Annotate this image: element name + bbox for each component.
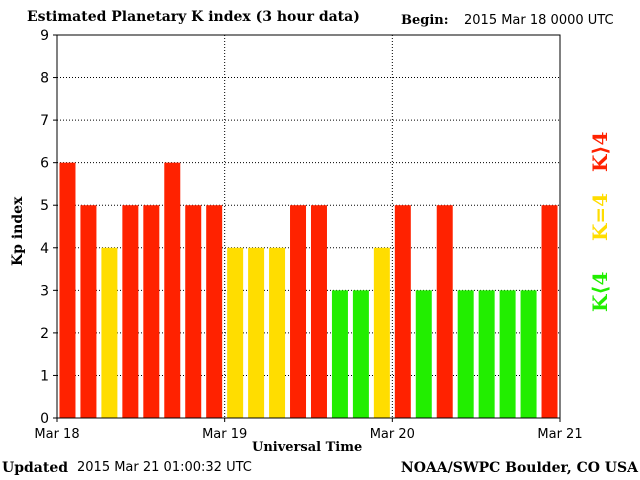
kp-bar: [290, 205, 307, 418]
updated-label: Updated: [2, 460, 69, 476]
bars: [59, 162, 558, 418]
kp-bar: [59, 162, 76, 418]
legend-high: K⟩4: [588, 131, 612, 172]
kp-bar: [80, 205, 97, 418]
plot-frame: [56, 34, 561, 419]
legend-equal: K=4: [588, 192, 612, 241]
x-tick-label: Mar 19: [202, 427, 247, 442]
source-credit: NOAA/SWPC Boulder, CO USA: [400, 460, 638, 476]
begin-value: 2015 Mar 18 0000 UTC: [464, 13, 614, 28]
y-tick-label: 6: [40, 156, 49, 172]
y-tick-label: 1: [40, 368, 49, 384]
kp-bar: [206, 205, 223, 418]
y-tick-label: 2: [40, 326, 49, 342]
x-tick-label: Mar 20: [370, 427, 415, 442]
y-tick-label: 9: [40, 28, 49, 44]
y-tick-label: 4: [40, 241, 49, 257]
kp-bar: [499, 290, 516, 418]
axes: 0 1 2 3 4 5 6 7 8 9 Mar 18 Mar 19 Mar 20 Mar 21: [34, 28, 582, 442]
kp-bar: [373, 247, 390, 418]
updated-value: 2015 Mar 21 01:00:32 UTC: [77, 460, 252, 475]
kp-bar: [164, 162, 181, 418]
kp-bar: [436, 205, 453, 418]
kp-bar: [248, 247, 265, 418]
kp-bar: [122, 205, 139, 418]
kp-bar: [331, 290, 348, 418]
x-tick-label: Mar 18: [34, 427, 79, 442]
x-tick-label: Mar 21: [537, 427, 582, 442]
kp-bar: [520, 290, 537, 418]
kp-bar: [457, 290, 474, 418]
kp-bar: [185, 205, 202, 418]
chart-title: Estimated Planetary K index (3 hour data…: [27, 9, 360, 25]
kp-bar: [143, 205, 160, 418]
kp-bar: [478, 290, 495, 418]
kp-bar: [310, 205, 327, 418]
begin-label: Begin:: [401, 13, 449, 28]
legend-low: K⟨4: [588, 271, 612, 312]
y-tick-label: 8: [40, 71, 49, 87]
y-tick-label: 0: [40, 411, 49, 427]
kp-bar: [227, 247, 244, 418]
kp-bar: [352, 290, 369, 418]
kp-bar: [394, 205, 411, 418]
y-axis-label: Kp index: [10, 196, 26, 266]
y-tick-label: 3: [40, 283, 49, 299]
grid-lines: [57, 35, 560, 418]
kp-bar: [541, 205, 558, 418]
kp-bar: [269, 247, 286, 418]
y-tick-label: 5: [40, 198, 49, 214]
x-axis-label: Universal Time: [252, 440, 363, 455]
y-tick-label: 7: [40, 113, 49, 129]
kp-bar: [101, 247, 118, 418]
kp-bar: [415, 290, 432, 418]
